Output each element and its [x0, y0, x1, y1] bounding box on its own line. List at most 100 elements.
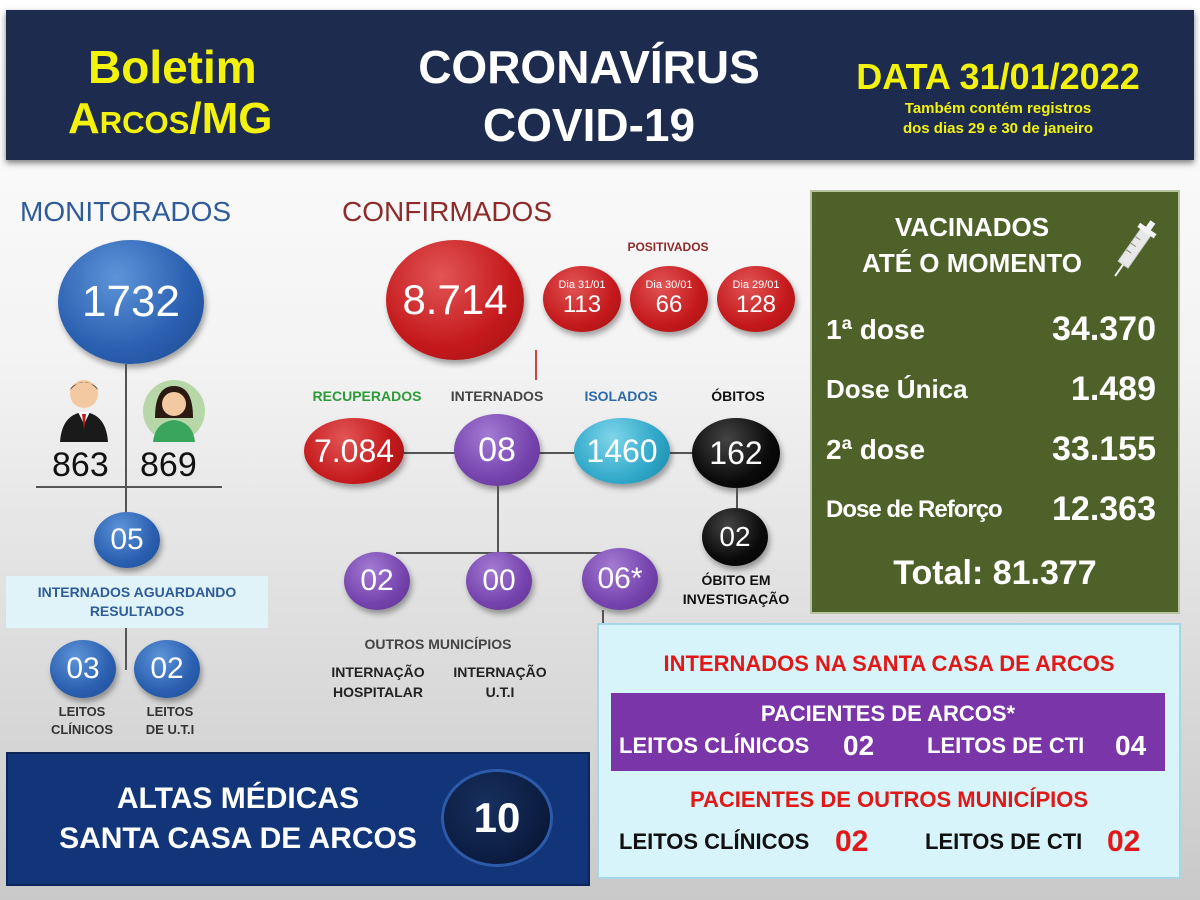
monitorados-total-circle: 1732 [58, 240, 204, 364]
altas-line1: ALTAS MÉDICAS [116, 782, 360, 815]
leitos-clinicos-label-line2: CLÍNICOS [50, 722, 114, 737]
vac-row-reforco: Dose de Reforço 12.363 [826, 490, 1156, 529]
obitos-circle: 162 [692, 418, 780, 488]
leitos-clinicos-circle: 03 [50, 640, 116, 698]
vac-label-reforco: Dose de Reforço [826, 495, 1003, 523]
outros-municipios-circle: 02 [344, 552, 410, 610]
leitos-uti-circle: 02 [134, 640, 200, 698]
internados-aguardando-line1: INTERNADOS AGUARDANDO [37, 584, 237, 600]
obito-investigacao-value: 02 [719, 521, 751, 552]
internacao-uti-line2: U.T.I [485, 684, 515, 700]
isolados-value: 1460 [586, 432, 658, 469]
leitos-uti-label-line1: LEITOS [146, 704, 194, 719]
vac-label-dose-unica: Dose Única [826, 374, 968, 404]
internados-circle: 08 [454, 414, 540, 486]
city-label: Arcos/MG [68, 94, 273, 143]
leitos-uti-label-line2: DE U.T.I [145, 722, 195, 737]
confirmados-total: 8.714 [402, 276, 508, 323]
monitorados-male: 863 [52, 446, 109, 484]
santa-casa-title: INTERNADOS NA SANTA CASA DE ARCOS [663, 651, 1115, 676]
vac-row-1a-dose: 1ª dose 34.370 [826, 310, 1156, 349]
internados-aguardando: 05 [110, 523, 144, 556]
female-person-icon [143, 378, 205, 449]
day-30-circle: Dia 30/01 66 [630, 266, 708, 332]
internacao-uti-value: 06* [597, 562, 643, 595]
vac-value-2a-dose: 33.155 [1052, 430, 1156, 468]
altas-medicas-panel: ALTAS MÉDICAS SANTA CASA DE ARCOS 10 [6, 752, 590, 886]
status-hline [400, 452, 700, 454]
day-29-circle: Dia 29/01 128 [717, 266, 795, 332]
internados-aguardando-line2: RESULTADOS [89, 603, 185, 619]
internacao-hospitalar-line2: HOSPITALAR [333, 684, 423, 700]
vac-label-1a-dose: 1ª dose [826, 313, 926, 345]
santa-casa-panel: INTERNADOS NA SANTA CASA DE ARCOS PACIEN… [597, 623, 1181, 879]
internados-aguardando-circle: 05 [94, 512, 160, 568]
monitorados-hline [36, 486, 222, 488]
arcos-cti-value: 04 [1115, 730, 1147, 761]
boletim-label: Boletim [88, 41, 257, 93]
outros-municipios-label: OUTROS MUNICÍPIOS [364, 636, 512, 652]
obito-investigacao-line1: ÓBITO EM [701, 572, 771, 588]
internados-aguardando-label-box: INTERNADOS AGUARDANDO RESULTADOS [6, 576, 268, 628]
internacao-uti-line1: INTERNAÇÃO [453, 664, 547, 680]
monitorados-title: MONITORADOS [20, 196, 232, 227]
obito-investigacao-circle: 02 [702, 508, 768, 566]
day-31-value: 113 [562, 291, 602, 318]
monitorados-total: 1732 [82, 277, 180, 326]
arcos-clinicos-label: LEITOS CLÍNICOS [619, 733, 810, 758]
obitos-connector [736, 488, 738, 512]
isolados-circle: 1460 [574, 418, 670, 484]
day-30-value: 66 [655, 291, 683, 318]
syringe-icon [1110, 214, 1158, 289]
internacao-uti-circle: 06* [582, 548, 658, 610]
day-30-label: Dia 30/01 [645, 279, 693, 291]
vac-label-2a-dose: 2ª dose [826, 433, 926, 465]
recuperados-value: 7.084 [313, 432, 395, 469]
day-29-value: 128 [735, 291, 777, 318]
outros-cti-label: LEITOS DE CTI [925, 829, 1083, 854]
confirmados-total-circle: 8.714 [386, 240, 524, 360]
internacao-hospitalar-value: 00 [482, 564, 516, 597]
pacientes-arcos-box: PACIENTES DE ARCOS* LEITOS CLÍNICOS 02 L… [611, 693, 1165, 771]
monitorados-connector [125, 364, 127, 514]
outros-clinicos-label: LEITOS CLÍNICOS [619, 829, 810, 854]
leitos-connector [125, 628, 127, 670]
isolados-label: ISOLADOS [584, 388, 658, 404]
vac-value-reforco: 12.363 [1052, 490, 1156, 528]
male-person-icon [56, 378, 112, 449]
arcos-clinicos-value: 02 [843, 730, 875, 761]
title-line1: CORONAVÍRUS [418, 41, 760, 93]
confirmados-title: CONFIRMADOS [342, 196, 552, 227]
pacientes-outros-title: PACIENTES DE OUTROS MUNICÍPIOS [689, 787, 1089, 812]
internados-connector [497, 486, 499, 552]
vac-value-dose-unica: 1.489 [1070, 370, 1156, 408]
note-line2: dos dias 29 e 30 de janeiro [902, 120, 1094, 137]
header-banner: Boletim Arcos/MG CORONAVÍRUS COVID-19 DA… [6, 10, 1194, 160]
vacinados-panel: VACINADOS ATÉ O MOMENTO 1ª dose 34.370 D… [810, 190, 1180, 614]
note-line1: Também contém registros [904, 100, 1092, 117]
day-31-circle: Dia 31/01 113 [543, 266, 621, 332]
day-31-label: Dia 31/01 [558, 279, 606, 291]
vac-row-dose-unica: Dose Única 1.489 [826, 370, 1156, 409]
positivados-label: POSITIVADOS [627, 240, 709, 254]
outros-cti-value: 02 [1107, 825, 1141, 858]
vac-row-2a-dose: 2ª dose 33.155 [826, 430, 1156, 469]
altas-value-circle: 10 [444, 772, 550, 864]
title-line2: COVID-19 [482, 99, 696, 151]
obitos-value: 162 [709, 434, 763, 471]
obito-investigacao-line2: INVESTIGAÇÃO [682, 591, 790, 607]
date-label: DATA 31/01/2022 [856, 56, 1140, 97]
monitorados-female: 869 [140, 446, 197, 484]
internacao-hospitalar-line1: INTERNAÇÃO [331, 664, 425, 680]
outros-municipios-value: 02 [360, 564, 394, 597]
internados-value: 08 [478, 430, 516, 469]
arcos-cti-label: LEITOS DE CTI [927, 733, 1085, 758]
leitos-uti: 02 [150, 652, 184, 685]
vacinados-title-line1: VACINADOS [894, 212, 1050, 242]
altas-value: 10 [473, 794, 521, 841]
vacinados-title-line2: ATÉ O MOMENTO [861, 248, 1083, 278]
leitos-clinicos-label-line1: LEITOS [58, 704, 106, 719]
obitos-label: ÓBITOS [711, 388, 765, 404]
outros-clinicos-value: 02 [835, 825, 869, 858]
internacao-hospitalar-circle: 00 [466, 552, 532, 610]
